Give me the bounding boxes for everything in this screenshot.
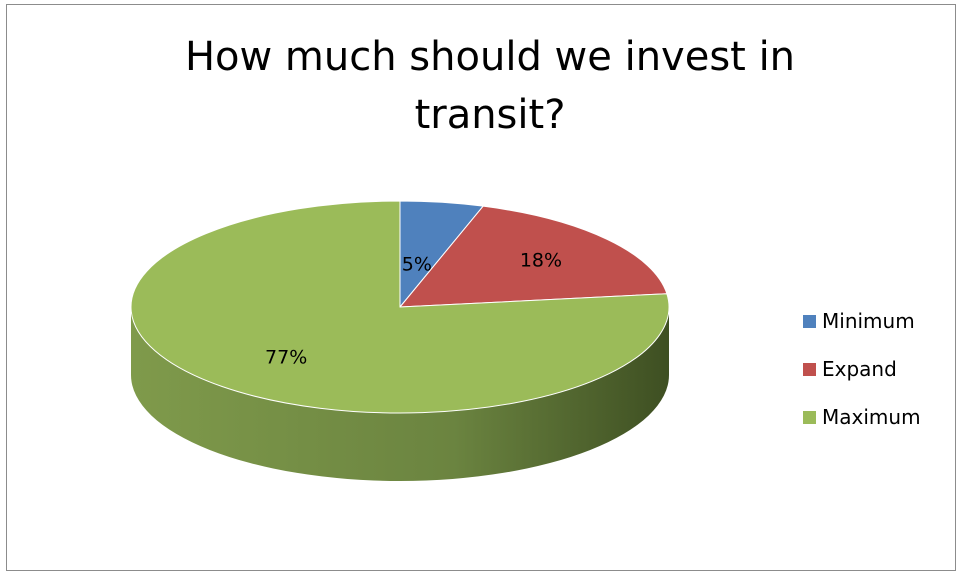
legend-item-minimum: Minimum xyxy=(803,297,921,345)
pie-slice-maximum xyxy=(130,200,670,414)
legend-swatch-expand xyxy=(803,362,816,376)
chart-title-line-1: How much should we invest in xyxy=(184,34,796,80)
legend-label-maximum: Maximum xyxy=(822,405,921,429)
pie-side-face xyxy=(131,307,669,481)
legend-item-expand: Expand xyxy=(803,345,921,393)
legend-label-minimum: Minimum xyxy=(822,309,915,333)
data-label-minimum: 5% xyxy=(402,254,432,276)
legend-swatch-minimum xyxy=(803,314,816,328)
data-label-expand: 18% xyxy=(520,250,562,272)
data-label-maximum: 77% xyxy=(265,346,307,368)
legend: Minimum Expand Maximum xyxy=(803,297,921,441)
legend-swatch-maximum xyxy=(803,410,816,424)
chart-title: How much should we invest in transit? xyxy=(0,28,964,144)
pie-slice-expand xyxy=(398,205,668,308)
pie-side-wall xyxy=(131,307,669,481)
legend-label-expand: Expand xyxy=(822,357,897,381)
chart-title-line-2: transit? xyxy=(414,92,566,138)
legend-item-maximum: Maximum xyxy=(803,393,921,441)
